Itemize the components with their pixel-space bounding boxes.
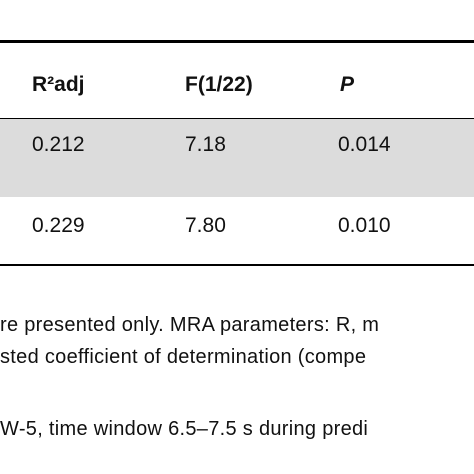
cell: 7.80: [185, 214, 226, 237]
footnote: W-5, time window 6.5–7.5 s during predi: [0, 418, 369, 440]
cell: 0.212: [32, 133, 85, 156]
row-shading: [0, 119, 474, 197]
header-cell: R²adj: [32, 73, 85, 96]
top-rule: [0, 40, 474, 43]
footnote: sted coefficient of determination (compe: [0, 346, 367, 368]
cell: 0.014: [338, 133, 391, 156]
footnote: re presented only. MRA parameters: R, m: [0, 314, 380, 336]
header-cell: F(1/22): [185, 73, 253, 96]
bottom-rule: [0, 264, 474, 266]
cell: 0.229: [32, 214, 85, 237]
header-rule: [0, 118, 474, 119]
header-cell: P: [340, 73, 355, 96]
cell: 7.18: [185, 133, 226, 156]
cell: 0.010: [338, 214, 391, 237]
